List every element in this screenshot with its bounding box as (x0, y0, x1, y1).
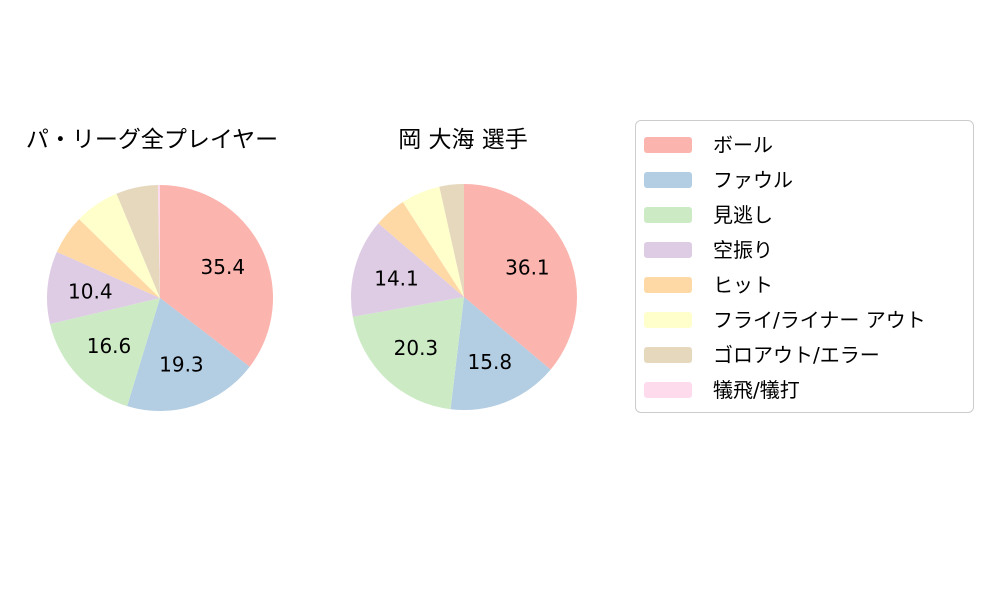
legend-swatch (644, 206, 692, 223)
pie-slice (464, 184, 577, 370)
legend-rows: ボールファウル見逃し空振りヒットフライ/ライナー アウト ゴロアウト/エラー 犠飛/… (636, 127, 973, 407)
legend-item: 犠飛/犠打 (636, 372, 973, 407)
pie-value-label: 20.3 (394, 336, 439, 360)
legend-item: ファウル (636, 162, 973, 197)
legend: ボールファウル見逃し空振りヒットフライ/ライナー アウト ゴロアウト/エラー 犠飛/… (635, 120, 974, 413)
pie-slice (350, 223, 464, 317)
pie-value-label: 19.3 (159, 353, 204, 377)
chart-title-league: パ・リーグ全プレイヤー (25, 127, 279, 153)
pie-value-label: 36.1 (505, 255, 550, 279)
pie-value-label: 15.8 (468, 350, 513, 374)
pie-slice (352, 297, 464, 410)
pie-chart-player: 36.1 15.8 20.3 14.1 (350, 184, 577, 411)
pie-slice (439, 184, 464, 297)
pie-value-label: 14.1 (374, 267, 419, 291)
pie-slice (450, 297, 551, 411)
legend-item-label: ゴロアウト/エラー (713, 342, 880, 367)
pie-slice (56, 219, 160, 298)
pie-slice (47, 251, 160, 325)
legend-swatch (644, 241, 692, 258)
legend-item-label: 見逃し (713, 202, 773, 227)
legend-item: ヒット (636, 267, 973, 302)
pie-value-label: 35.4 (201, 255, 246, 279)
legend-item-label: フライ/ライナー アウト (713, 307, 926, 332)
legend-swatch (644, 171, 692, 188)
pie-value-label: 10.4 (68, 279, 113, 303)
legend-swatch (644, 311, 692, 328)
pie-chart-league: 35.4 19.3 16.6 10.4 (47, 185, 274, 412)
pie-slice (127, 298, 250, 412)
pie-slice (50, 298, 160, 407)
pie-slice (116, 185, 160, 298)
legend-item: 見逃し (636, 197, 973, 232)
pie-slice (157, 185, 160, 298)
chart-title-player: 岡 大海 選手 (398, 127, 528, 153)
legend-item-label: ヒット (713, 272, 773, 297)
legend-swatch (644, 276, 692, 293)
legend-item: ゴロアウト/エラー (636, 337, 973, 372)
legend-item-label: 犠飛/犠打 (713, 377, 800, 402)
legend-swatch (644, 346, 692, 363)
legend-item-label: ファウル (713, 167, 793, 192)
legend-item: 空振り (636, 232, 973, 267)
legend-swatch (644, 136, 692, 153)
pie-slice (79, 193, 160, 298)
legend-item-label: ボール (713, 132, 773, 157)
pie-value-label: 16.6 (87, 334, 132, 358)
legend-item: フライ/ライナー アウト (636, 302, 973, 337)
legend-item-label: 空振り (713, 237, 773, 262)
legend-item: ボール (636, 127, 973, 162)
legend-swatch (644, 381, 692, 398)
pie-slice (378, 201, 464, 297)
pie-slice (160, 185, 274, 367)
pie-slice (402, 186, 464, 297)
